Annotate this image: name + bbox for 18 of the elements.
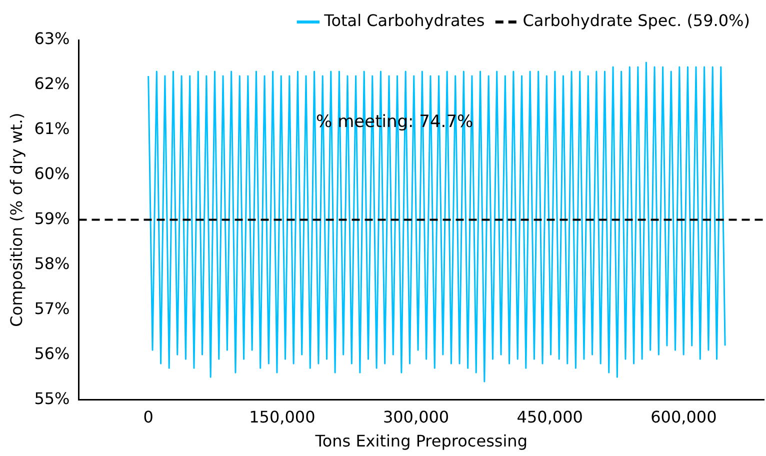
x-tick-label: 300,000 — [382, 407, 450, 426]
y-tick-label: 62% — [34, 74, 70, 94]
y-tick-label: 63% — [34, 29, 70, 48]
y-tick-label: 61% — [34, 119, 70, 138]
x-tick-label: 450,000 — [516, 407, 583, 426]
y-axis-title: Composition (% of dry wt.) — [6, 112, 26, 327]
x-tick-label: 600,000 — [650, 407, 717, 426]
x-tick-label: 0 — [143, 407, 154, 426]
y-tick-label: 57% — [34, 298, 70, 318]
legend-label: Total Carbohydrates — [323, 11, 485, 30]
y-tick-label: 59% — [34, 208, 70, 228]
y-tick-label: 56% — [34, 344, 70, 363]
x-axis-title: Tons Exiting Preprocessing — [314, 432, 528, 451]
legend-label: Carbohydrate Spec. (59.0%) — [522, 11, 750, 30]
y-tick-label: 58% — [34, 254, 70, 273]
x-tick-label: 150,000 — [249, 407, 316, 426]
y-tick-label: 55% — [34, 388, 70, 408]
y-tick-label: 60% — [34, 164, 70, 184]
